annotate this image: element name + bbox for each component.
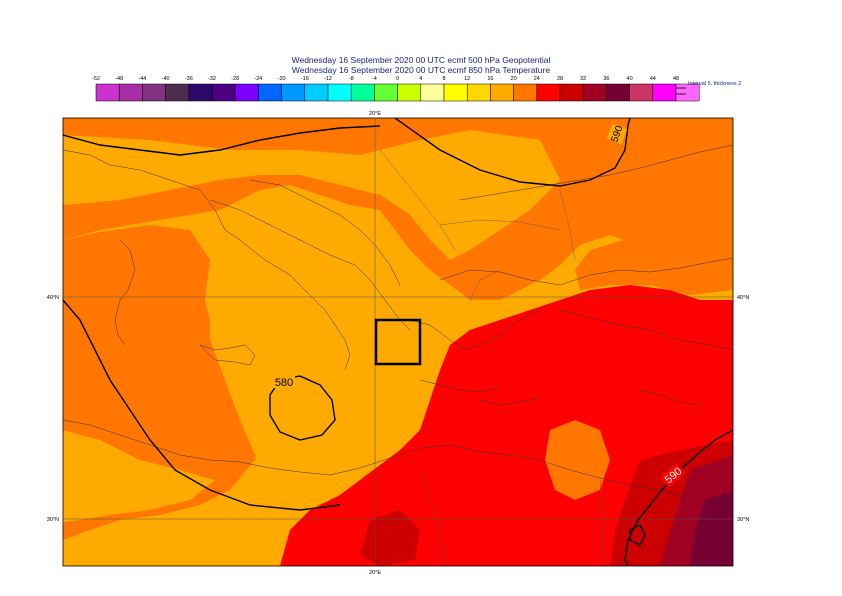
contour-label-590-north-group: 590	[606, 123, 628, 145]
geopotential-contours	[63, 118, 733, 566]
lon-label-top: 20°E	[369, 111, 381, 117]
temp-field-20-24	[280, 285, 733, 566]
legend-tick-label: 44	[650, 76, 656, 82]
legend-tick-label: 36	[603, 76, 609, 82]
legend-tick-label: -28	[231, 76, 239, 82]
borders	[379, 149, 605, 566]
contour-590-north	[394, 118, 631, 187]
color-legend: -52 -48 -44 -40 -36 -32 -28 -24 -20 -16 -12 -8 -4 0 4 8…	[92, 76, 741, 102]
contour-west	[63, 125, 381, 156]
legend-tick-label: 4	[419, 76, 422, 82]
legend-tick-label: -12	[324, 76, 332, 82]
lat-40-label-left: 40°N	[47, 295, 59, 301]
legend-tick-label: -20	[278, 76, 286, 82]
legend-tick-label: -52	[92, 76, 100, 82]
highlight-region-box	[374, 318, 422, 366]
legend-tick-label: 12	[464, 76, 470, 82]
legend-tick-label: 20	[511, 76, 517, 82]
legend-tick-label: 40	[627, 76, 633, 82]
lat-40-label-right: 40°N	[737, 295, 749, 301]
legend-tick-label: -16	[301, 76, 309, 82]
legend-interval-note: Interval 5, thickness 2	[688, 81, 741, 87]
legend-tick-label: -8	[349, 76, 354, 82]
legend-tick-label: -32	[208, 76, 216, 82]
contour-label-580-group: 580	[273, 374, 295, 389]
legend-tick-label: 0	[396, 76, 399, 82]
legend-tick-label: 8	[442, 76, 445, 82]
temp-field-12-16-north	[63, 130, 560, 260]
contour-label-580: 580	[275, 377, 293, 389]
contour-southwest	[63, 299, 341, 511]
map-area: 590 580 590	[63, 118, 733, 566]
chart-title-temperature: Wednesday 16 September 2020 00 UTC ecmf …	[291, 65, 551, 75]
legend-tick-label: 28	[557, 76, 563, 82]
temp-field-12-16-italy	[210, 280, 355, 460]
temp-field-32-36	[690, 490, 733, 566]
lon-label-bottom: 20°E	[369, 570, 381, 576]
legend-tick-label: 24	[534, 76, 540, 82]
chart-title-geopotential: Wednesday 16 September 2020 00 UTC ecmf …	[291, 55, 551, 65]
contour-590-south	[624, 429, 733, 566]
temp-field-16-20-africa	[545, 420, 610, 500]
legend-tick-label: -4	[372, 76, 377, 82]
legend-tick-label: -44	[138, 76, 146, 82]
legend-tick-label: 16	[487, 76, 493, 82]
legend-tick-label: 48	[673, 76, 679, 82]
temp-field-12-16-southwest	[63, 430, 215, 522]
legend-tick-label: -36	[185, 76, 193, 82]
map-frame	[62, 117, 734, 567]
temp-field-16-20-east	[575, 235, 733, 295]
legend-tick-label: -48	[115, 76, 123, 82]
legend-tick-label: -24	[254, 76, 262, 82]
legend-tick-label: -40	[162, 76, 170, 82]
legend-tick-label: 32	[580, 76, 586, 82]
lat-30-label-right: 30°N	[737, 517, 749, 523]
lat-30-label-left: 30°N	[47, 517, 59, 523]
contour-590-south-small	[629, 524, 646, 546]
contour-580	[269, 375, 336, 441]
